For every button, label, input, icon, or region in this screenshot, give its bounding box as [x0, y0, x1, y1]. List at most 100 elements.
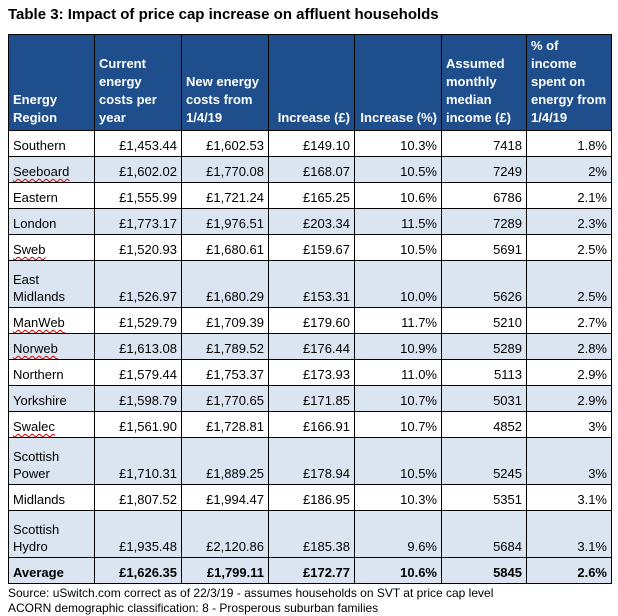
cell-increase-pct: 10.7%	[354, 385, 442, 412]
cell-new: £1,602.53	[181, 130, 269, 157]
cell-region: Midlands	[8, 484, 95, 511]
cell-region: London	[8, 208, 95, 235]
source-note: Source: uSwitch.com correct as of 22/3/1…	[8, 586, 494, 600]
cell-income: 7289	[441, 208, 527, 235]
cell-increase-gbp: £149.10	[268, 130, 355, 157]
cell-increase-pct: 11.0%	[354, 359, 442, 386]
cell-pct-income: 2.1%	[526, 182, 612, 209]
cell-income: 5691	[441, 234, 527, 261]
cell-new: £1,728.81	[181, 411, 269, 438]
cell-increase-gbp: £171.85	[268, 385, 355, 412]
cell-current: £1,773.17	[94, 208, 182, 235]
cell-income: 5031	[441, 385, 527, 412]
region-name: Eastern	[13, 190, 58, 205]
header-row: Energy Region Current energy costs per y…	[8, 34, 612, 131]
cell-income: 5113	[441, 359, 527, 386]
cell-pct-income: 2.9%	[526, 385, 612, 412]
cell-current: £1,526.97	[94, 260, 182, 308]
cell-region: Northern	[8, 359, 95, 386]
cell-increase-gbp: £185.38	[268, 510, 355, 558]
cell-region: Scottish Hydro	[8, 510, 95, 558]
region-name: Average	[13, 565, 64, 580]
price-cap-table: Energy Region Current energy costs per y…	[8, 34, 612, 584]
cell-region: Southern	[8, 130, 95, 157]
cell-increase-gbp: £165.25	[268, 182, 355, 209]
cell-increase-pct: 10.3%	[354, 130, 442, 157]
region-name: Swalec	[13, 419, 55, 434]
cell-income: 6786	[441, 182, 527, 209]
cell-new: £1,799.11	[181, 557, 269, 584]
cell-current: £1,626.35	[94, 557, 182, 584]
cell-income: 5684	[441, 510, 527, 558]
cell-increase-gbp: £166.91	[268, 411, 355, 438]
cell-region: Swalec	[8, 411, 95, 438]
cell-region: Yorkshire	[8, 385, 95, 412]
cell-region: Average	[8, 557, 95, 584]
table-row: Sweb £1,520.93 £1,680.61 £159.67 10.5% 5691 2.…	[8, 234, 612, 261]
cell-region: Eastern	[8, 182, 95, 209]
cell-increase-pct: 10.6%	[354, 182, 442, 209]
cell-current: £1,710.31	[94, 437, 182, 485]
cell-increase-pct: 10.5%	[354, 234, 442, 261]
cell-pct-income: 2.5%	[526, 260, 612, 308]
region-name: Scottish Hydro	[13, 522, 60, 554]
cell-pct-income: 2.9%	[526, 359, 612, 386]
region-name: Scottish Power	[13, 449, 60, 481]
region-name: Seeboard	[13, 164, 70, 179]
cell-pct-income: 2.3%	[526, 208, 612, 235]
cell-increase-pct: 10.5%	[354, 156, 442, 183]
cell-increase-pct: 11.5%	[354, 208, 442, 235]
cell-increase-gbp: £172.77	[268, 557, 355, 584]
cell-increase-gbp: £168.07	[268, 156, 355, 183]
region-name: Norweb	[13, 341, 58, 356]
cell-increase-gbp: £159.67	[268, 234, 355, 261]
cell-income: 5245	[441, 437, 527, 485]
header-increase-pct: Increase (%)	[354, 34, 442, 131]
cell-region: Sweb	[8, 234, 95, 261]
table-row: ManWeb £1,529.79 £1,709.39 £179.60 11.7% 5210…	[8, 307, 612, 334]
table-row: Eastern £1,555.99 £1,721.24 £165.25 10.6% 678…	[8, 182, 612, 209]
cell-new: £1,976.51	[181, 208, 269, 235]
cell-current: £1,561.90	[94, 411, 182, 438]
cell-new: £1,994.47	[181, 484, 269, 511]
cell-new: £1,770.08	[181, 156, 269, 183]
cell-increase-pct: 10.5%	[354, 437, 442, 485]
cell-income: 4852	[441, 411, 527, 438]
cell-new: £1,680.61	[181, 234, 269, 261]
cell-increase-gbp: £186.95	[268, 484, 355, 511]
region-name: Midlands	[13, 492, 66, 507]
cell-current: £1,602.02	[94, 156, 182, 183]
region-name: Sweb	[13, 242, 46, 257]
region-name: East Midlands	[13, 272, 66, 304]
cell-region: East Midlands	[8, 260, 95, 308]
table-row: Yorkshire £1,598.79 £1,770.65 £171.85 10.7% 5…	[8, 385, 612, 412]
table-row: Midlands £1,807.52 £1,994.47 £186.95 10.3% 53…	[8, 484, 612, 511]
cell-income: 7418	[441, 130, 527, 157]
average-row: Average £1,626.35 £1,799.11 £172.77 10.6% 584…	[8, 557, 612, 584]
cell-region: Seeboard	[8, 156, 95, 183]
region-name: Yorkshire	[13, 393, 67, 408]
cell-income: 5626	[441, 260, 527, 308]
cell-income: 7249	[441, 156, 527, 183]
cell-pct-income: 1.8%	[526, 130, 612, 157]
cell-increase-pct: 10.3%	[354, 484, 442, 511]
table-row: East Midlands £1,526.97 £1,680.29 £153.31 10…	[8, 260, 612, 308]
cell-income: 5210	[441, 307, 527, 334]
cell-region: Norweb	[8, 333, 95, 360]
cell-income: 5351	[441, 484, 527, 511]
cell-pct-income: 3%	[526, 437, 612, 485]
table-row: Swalec £1,561.90 £1,728.81 £166.91 10.7% 4852…	[8, 411, 612, 438]
header-income: Assumed monthly median income (£)	[441, 34, 527, 131]
header-increase-gbp: Increase (£)	[268, 34, 355, 131]
cell-income: 5289	[441, 333, 527, 360]
table-row: Northern £1,579.44 £1,753.37 £173.93 11.0% 51…	[8, 359, 612, 386]
header-new: New energy costs from 1/4/19	[181, 34, 269, 131]
cell-increase-gbp: £153.31	[268, 260, 355, 308]
table-row: Scottish Power £1,710.31 £1,889.25 £178.94 1…	[8, 437, 612, 485]
cell-increase-gbp: £203.34	[268, 208, 355, 235]
cell-new: £1,753.37	[181, 359, 269, 386]
cell-pct-income: 3%	[526, 411, 612, 438]
cell-current: £1,598.79	[94, 385, 182, 412]
cell-increase-pct: 9.6%	[354, 510, 442, 558]
table-row: Norweb £1,613.08 £1,789.52 £176.44 10.9% 5289…	[8, 333, 612, 360]
